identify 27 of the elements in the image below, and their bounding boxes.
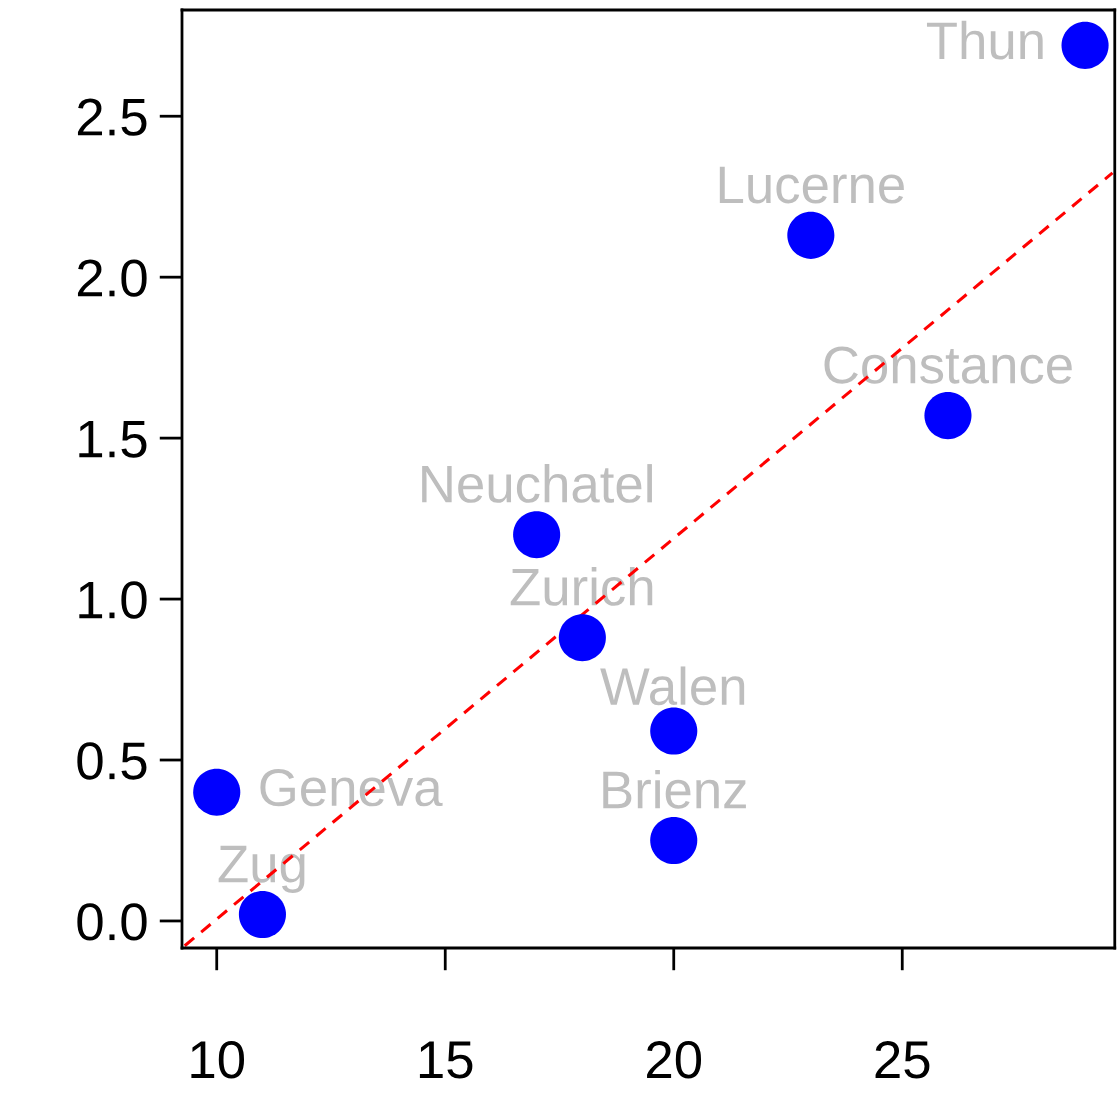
x-tick-label: 20 — [647, 1041, 702, 1079]
y-tick-label: 1.0 — [79, 581, 147, 619]
point — [650, 707, 698, 755]
x-tick-label: 10 — [191, 1041, 245, 1079]
point — [513, 511, 561, 559]
series-label: Zurich — [510, 567, 653, 606]
point — [558, 614, 606, 662]
series-label: Brienz — [603, 769, 746, 809]
point — [193, 768, 241, 816]
series-label: Lucerne — [719, 166, 904, 204]
x-tick-label: 25 — [875, 1041, 930, 1079]
y-tick-label: 1.5 — [79, 420, 147, 458]
series-label: Geneva — [260, 769, 443, 807]
y-tick-label: 0.5 — [77, 742, 147, 780]
series-label: Zug — [218, 845, 305, 894]
point — [924, 392, 972, 440]
point — [1061, 21, 1109, 69]
x-tick-label: 15 — [419, 1041, 473, 1079]
point — [650, 816, 698, 865]
series-label: Neuchatel — [422, 464, 652, 503]
series-label: Constance — [824, 346, 1072, 384]
series-label: Thun — [926, 20, 1043, 60]
y-tick-label: 0.0 — [77, 903, 147, 941]
point — [787, 211, 835, 259]
y-tick-label: 2.0 — [77, 259, 147, 297]
series-label: Walen — [600, 666, 745, 706]
y-tick-label: 2.5 — [77, 98, 147, 136]
